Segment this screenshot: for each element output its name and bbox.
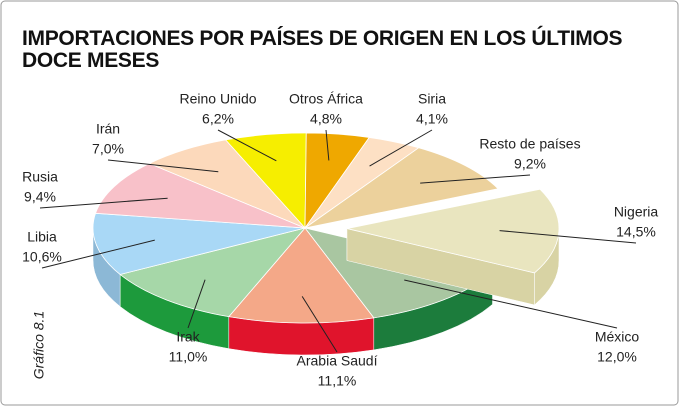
slice-value-label: 4,8% (310, 111, 342, 127)
leader-line (217, 129, 277, 162)
slice (119, 227, 307, 318)
slice-label: Siria (418, 91, 446, 107)
slice-label: Resto de países (479, 136, 580, 152)
slice-value-label: 12,0% (597, 349, 637, 365)
leader-line (187, 279, 206, 329)
slice-value-label: 9,2% (514, 156, 546, 172)
slice-value-label: 14,5% (616, 224, 656, 240)
slice-value-label: 10,6% (22, 249, 62, 265)
slice-label: Arabia Saudí (297, 353, 378, 369)
slice (148, 139, 306, 229)
slice (304, 147, 499, 229)
leader-line (39, 197, 168, 209)
slice-label: Rusia (22, 169, 58, 185)
leader-line (41, 239, 155, 269)
slice-value-label: 6,2% (202, 111, 234, 127)
leader-line (499, 230, 637, 244)
slice-label: Reino Unido (179, 91, 256, 107)
slice-value-label: 11,0% (169, 349, 208, 365)
slice-label: Otros África (289, 91, 363, 107)
leader-line (404, 279, 618, 329)
slice-label: Libia (27, 229, 57, 245)
leader-line (325, 129, 330, 161)
slice (228, 227, 375, 324)
slice-value-label: 7,0% (92, 141, 124, 157)
slice-value-label: 4,1% (416, 111, 448, 127)
slice (95, 163, 306, 229)
slice (92, 212, 306, 275)
chart-title: IMPORTACIONES POR PAÍSES DE ORIGEN EN LO… (22, 27, 623, 72)
leader-line (420, 174, 531, 184)
leader-line (107, 159, 219, 173)
slice-value-label: 9,4% (24, 189, 56, 205)
slice-label: Nigeria (614, 204, 659, 220)
leader-line (301, 296, 338, 353)
slice-label: Irak (176, 329, 200, 345)
slice-label: México (595, 329, 640, 345)
leader-line (369, 129, 433, 167)
slice-value-label: 11,1% (318, 373, 357, 389)
slice-label: Irán (96, 121, 120, 137)
slice (346, 188, 560, 274)
side-label: Gráfico 8.1 (31, 311, 47, 379)
